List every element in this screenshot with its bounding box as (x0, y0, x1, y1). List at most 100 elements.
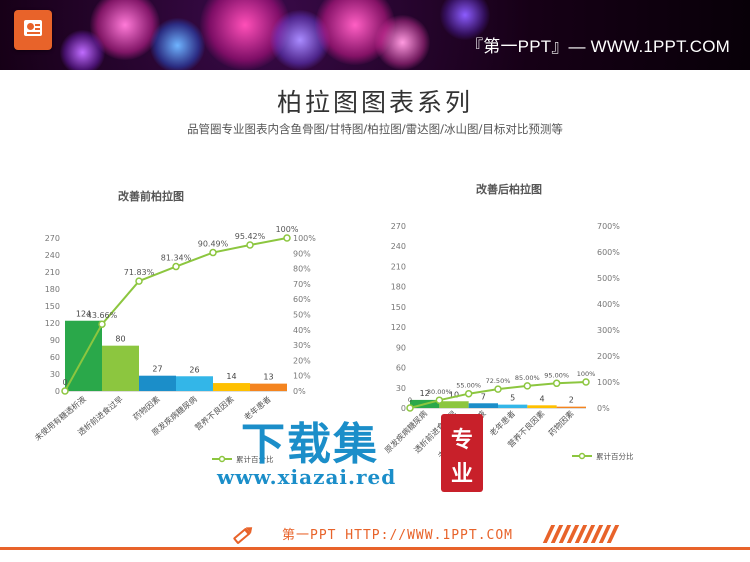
y-tick-label: 0 (55, 387, 60, 396)
y-tick-label: 210 (45, 268, 60, 277)
y-tick-label: 150 (391, 303, 406, 312)
cumulative-label: 71.83% (124, 268, 155, 277)
legend-marker (218, 455, 226, 463)
bar-value-label: 13 (263, 373, 273, 382)
y-tick-label: 180 (45, 285, 60, 294)
legend-label: 累计百分比 (236, 454, 274, 464)
y-tick-label: 0 (401, 404, 406, 413)
cumulative-label: 90.49% (198, 240, 229, 249)
y2-tick-label: 100% (597, 378, 620, 387)
cumulative-label: 30.00% (427, 388, 452, 396)
bar (176, 376, 213, 391)
x-tick-label: 老年患者 (487, 408, 517, 438)
bar-value-label: 80 (115, 335, 125, 344)
chart-1-title: 改善前柏拉图 (118, 190, 184, 203)
y-tick-label: 240 (45, 251, 60, 260)
cumulative-label: 100% (276, 225, 299, 234)
watermark-cn: 下载集 (241, 419, 379, 470)
footer-stripes (542, 525, 625, 543)
watermark-url: www.xiazai.red (217, 465, 397, 489)
bar (527, 405, 557, 408)
header-banner: 『第一PPT』— WWW.1PPT.COM (0, 0, 750, 70)
chart-2-title: 改善后柏拉图 (476, 183, 542, 196)
y-tick-label: 60 (50, 353, 60, 362)
y-tick-label: 30 (50, 370, 60, 379)
cumulative-label: 95.00% (544, 371, 569, 379)
bar (439, 401, 469, 408)
cumulative-point (135, 277, 143, 285)
bar-value-label: 124 (76, 310, 91, 319)
y2-tick-label: 70% (293, 280, 311, 289)
y-tick-label: 90 (396, 343, 406, 352)
cumulative-label: 43.66% (87, 311, 118, 320)
bar (213, 383, 250, 391)
cumulative-label: 0 (62, 378, 67, 387)
cumulative-point (406, 404, 414, 412)
y-tick-label: 270 (45, 234, 60, 243)
y-tick-label: 240 (391, 242, 406, 251)
watermark: 下载集 专 业 www.xiazai.red (215, 408, 485, 493)
watermark-tag: 专 业 (441, 414, 483, 492)
bar-value-label: 26 (189, 365, 199, 374)
bar (556, 406, 586, 408)
bar (102, 345, 139, 391)
footer-line (0, 547, 750, 550)
bar (139, 375, 176, 391)
y2-tick-label: 90% (293, 249, 311, 258)
y2-tick-label: 20% (293, 356, 311, 365)
watermark-tag-bottom: 业 (450, 462, 473, 487)
cumulative-label: 0 (408, 396, 412, 404)
footer: 第一PPT HTTP://WWW.1PPT.COM (0, 513, 750, 562)
bar-value-label: 4 (539, 394, 544, 403)
y2-tick-label: 60% (293, 295, 311, 304)
brand-text: 『第一PPT』— WWW.1PPT.COM (466, 37, 730, 56)
cumulative-point (494, 385, 502, 393)
legend-label: 累计百分比 (596, 451, 634, 461)
y2-tick-label: 80% (293, 265, 311, 274)
bar-value-label: 2 (569, 396, 574, 405)
page-title: 柏拉图图表系列 (276, 88, 473, 117)
y2-tick-label: 500% (597, 274, 620, 283)
y-tick-label: 180 (391, 283, 406, 292)
bar (250, 383, 287, 391)
y-tick-label: 270 (391, 222, 406, 231)
cumulative-point (435, 396, 444, 404)
y2-tick-label: 40% (293, 326, 311, 335)
y2-tick-label: 200% (597, 352, 620, 361)
bar-value-label: 10 (449, 390, 459, 399)
cumulative-point (582, 378, 590, 386)
cumulative-point (98, 320, 106, 328)
y-tick-label: 120 (391, 323, 406, 332)
y2-tick-label: 0% (597, 404, 610, 413)
cumulative-point (172, 262, 180, 271)
bar-value-label: 14 (226, 372, 236, 381)
y-tick-label: 120 (45, 319, 60, 328)
y2-tick-label: 30% (293, 341, 311, 350)
cumulative-label: 81.34% (161, 254, 192, 263)
bar (468, 403, 498, 408)
page-subtitle: 品管圈专业图表内含鱼骨图/甘特图/柏拉图/雷达图/冰山图/目标对比预测等 (187, 122, 563, 136)
cumulative-label: 55.00% (456, 382, 481, 390)
bar-value-label: 5 (510, 394, 515, 403)
y2-tick-label: 10% (293, 372, 311, 381)
y2-tick-label: 600% (597, 248, 620, 257)
cumulative-label: 85.00% (515, 374, 540, 382)
y-tick-label: 210 (391, 262, 406, 271)
y2-tick-label: 0% (293, 387, 306, 396)
y2-tick-label: 300% (597, 326, 620, 335)
y-tick-label: 30 (396, 384, 406, 393)
cumulative-point (61, 387, 69, 395)
y-tick-label: 90 (50, 336, 60, 345)
watermark-tag-top: 专 (450, 428, 473, 453)
cumulative-point (523, 382, 532, 390)
cumulative-label: 100% (577, 370, 596, 378)
y2-tick-label: 400% (597, 300, 620, 309)
footer-text: 第一PPT HTTP://WWW.1PPT.COM (282, 528, 514, 543)
y-tick-label: 60 (396, 364, 406, 373)
pencil-icon (233, 527, 253, 544)
bar-value-label: 27 (152, 365, 162, 374)
y2-tick-label: 100% (293, 234, 316, 243)
cumulative-label: 95.42% (235, 232, 266, 241)
x-tick-label: 药物因素 (546, 408, 576, 438)
